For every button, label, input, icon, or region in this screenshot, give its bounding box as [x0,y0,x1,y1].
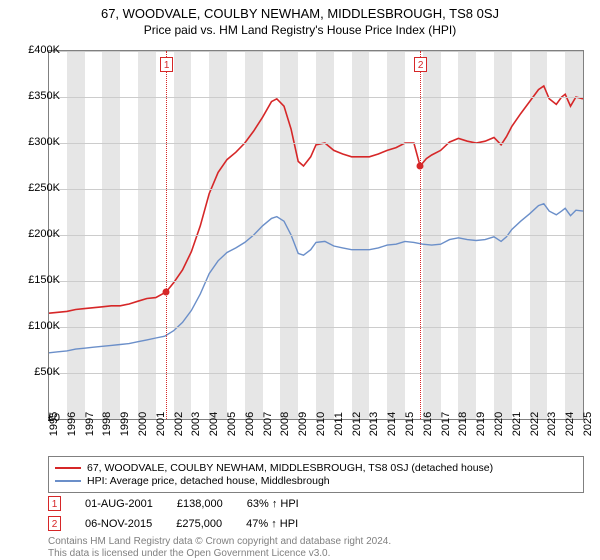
xtick-label: 2002 [173,412,185,436]
xtick-label: 2019 [475,412,487,436]
chart-marker-2: 2 [414,57,427,72]
ytick-label: £350K [14,90,60,102]
ytick-label: £250K [14,182,60,194]
xtick-label: 1999 [119,412,131,436]
sale-date-2: 06-NOV-2015 [85,518,152,530]
xtick-label: 2022 [529,412,541,436]
xtick-label: 2007 [262,412,274,436]
xtick-label: 1995 [48,412,60,436]
ytick-label: £400K [14,44,60,56]
ytick-label: £300K [14,136,60,148]
footer: Contains HM Land Registry data © Crown c… [48,536,391,560]
legend-swatch [55,480,81,482]
xtick-label: 2010 [315,412,327,436]
ytick-label: £150K [14,274,60,286]
xtick-label: 2005 [226,412,238,436]
footer-line2: This data is licensed under the Open Gov… [48,548,391,560]
sale-date-1: 01-AUG-2001 [85,498,153,510]
xtick-label: 2000 [137,412,149,436]
ytick-label: £200K [14,228,60,240]
xtick-label: 2012 [351,412,363,436]
footer-line1: Contains HM Land Registry data © Crown c… [48,536,391,548]
series-hpi [49,204,583,353]
sale-pct-1: 63% ↑ HPI [247,498,299,510]
sale-price-2: £275,000 [176,518,222,530]
chart-area: 12 [48,50,584,420]
xtick-label: 1996 [66,412,78,436]
title-sub: Price paid vs. HM Land Registry's House … [0,23,600,37]
xtick-label: 2018 [457,412,469,436]
xtick-label: 2021 [511,412,523,436]
ytick-label: £100K [14,320,60,332]
xtick-label: 2001 [155,412,167,436]
xtick-label: 2008 [279,412,291,436]
series-property [49,86,583,313]
xtick-label: 2016 [422,412,434,436]
xtick-label: 2006 [244,412,256,436]
sale-price-1: £138,000 [177,498,223,510]
title-block: 67, WOODVALE, COULBY NEWHAM, MIDDLESBROU… [0,0,600,37]
xtick-label: 2004 [208,412,220,436]
xtick-label: 2009 [297,412,309,436]
xtick-label: 2013 [368,412,380,436]
xtick-label: 2014 [386,412,398,436]
xtick-label: 2023 [546,412,558,436]
xtick-label: 1997 [84,412,96,436]
xtick-label: 2017 [440,412,452,436]
xtick-label: 2024 [564,412,576,436]
legend-label: 67, WOODVALE, COULBY NEWHAM, MIDDLESBROU… [87,462,493,474]
xtick-label: 2011 [333,412,345,436]
ytick-label: £50K [14,366,60,378]
chart-container: 67, WOODVALE, COULBY NEWHAM, MIDDLESBROU… [0,0,600,560]
xtick-label: 2025 [582,412,594,436]
xtick-label: 2020 [493,412,505,436]
chart-marker-1: 1 [160,57,173,72]
legend-swatch [55,467,81,469]
legend-label: HPI: Average price, detached house, Midd… [87,475,330,487]
legend-item: HPI: Average price, detached house, Midd… [55,475,577,487]
sale-row-2: 2 06-NOV-2015 £275,000 47% ↑ HPI [48,516,298,531]
sale-marker-1: 1 [48,496,61,511]
xtick-label: 2003 [190,412,202,436]
legend-box: 67, WOODVALE, COULBY NEWHAM, MIDDLESBROU… [48,456,584,493]
sale-pct-2: 47% ↑ HPI [246,518,298,530]
sale-marker-2: 2 [48,516,61,531]
title-address: 67, WOODVALE, COULBY NEWHAM, MIDDLESBROU… [0,6,600,21]
legend-item: 67, WOODVALE, COULBY NEWHAM, MIDDLESBROU… [55,462,577,474]
xtick-label: 2015 [404,412,416,436]
sale-row-1: 1 01-AUG-2001 £138,000 63% ↑ HPI [48,496,299,511]
xtick-label: 1998 [101,412,113,436]
